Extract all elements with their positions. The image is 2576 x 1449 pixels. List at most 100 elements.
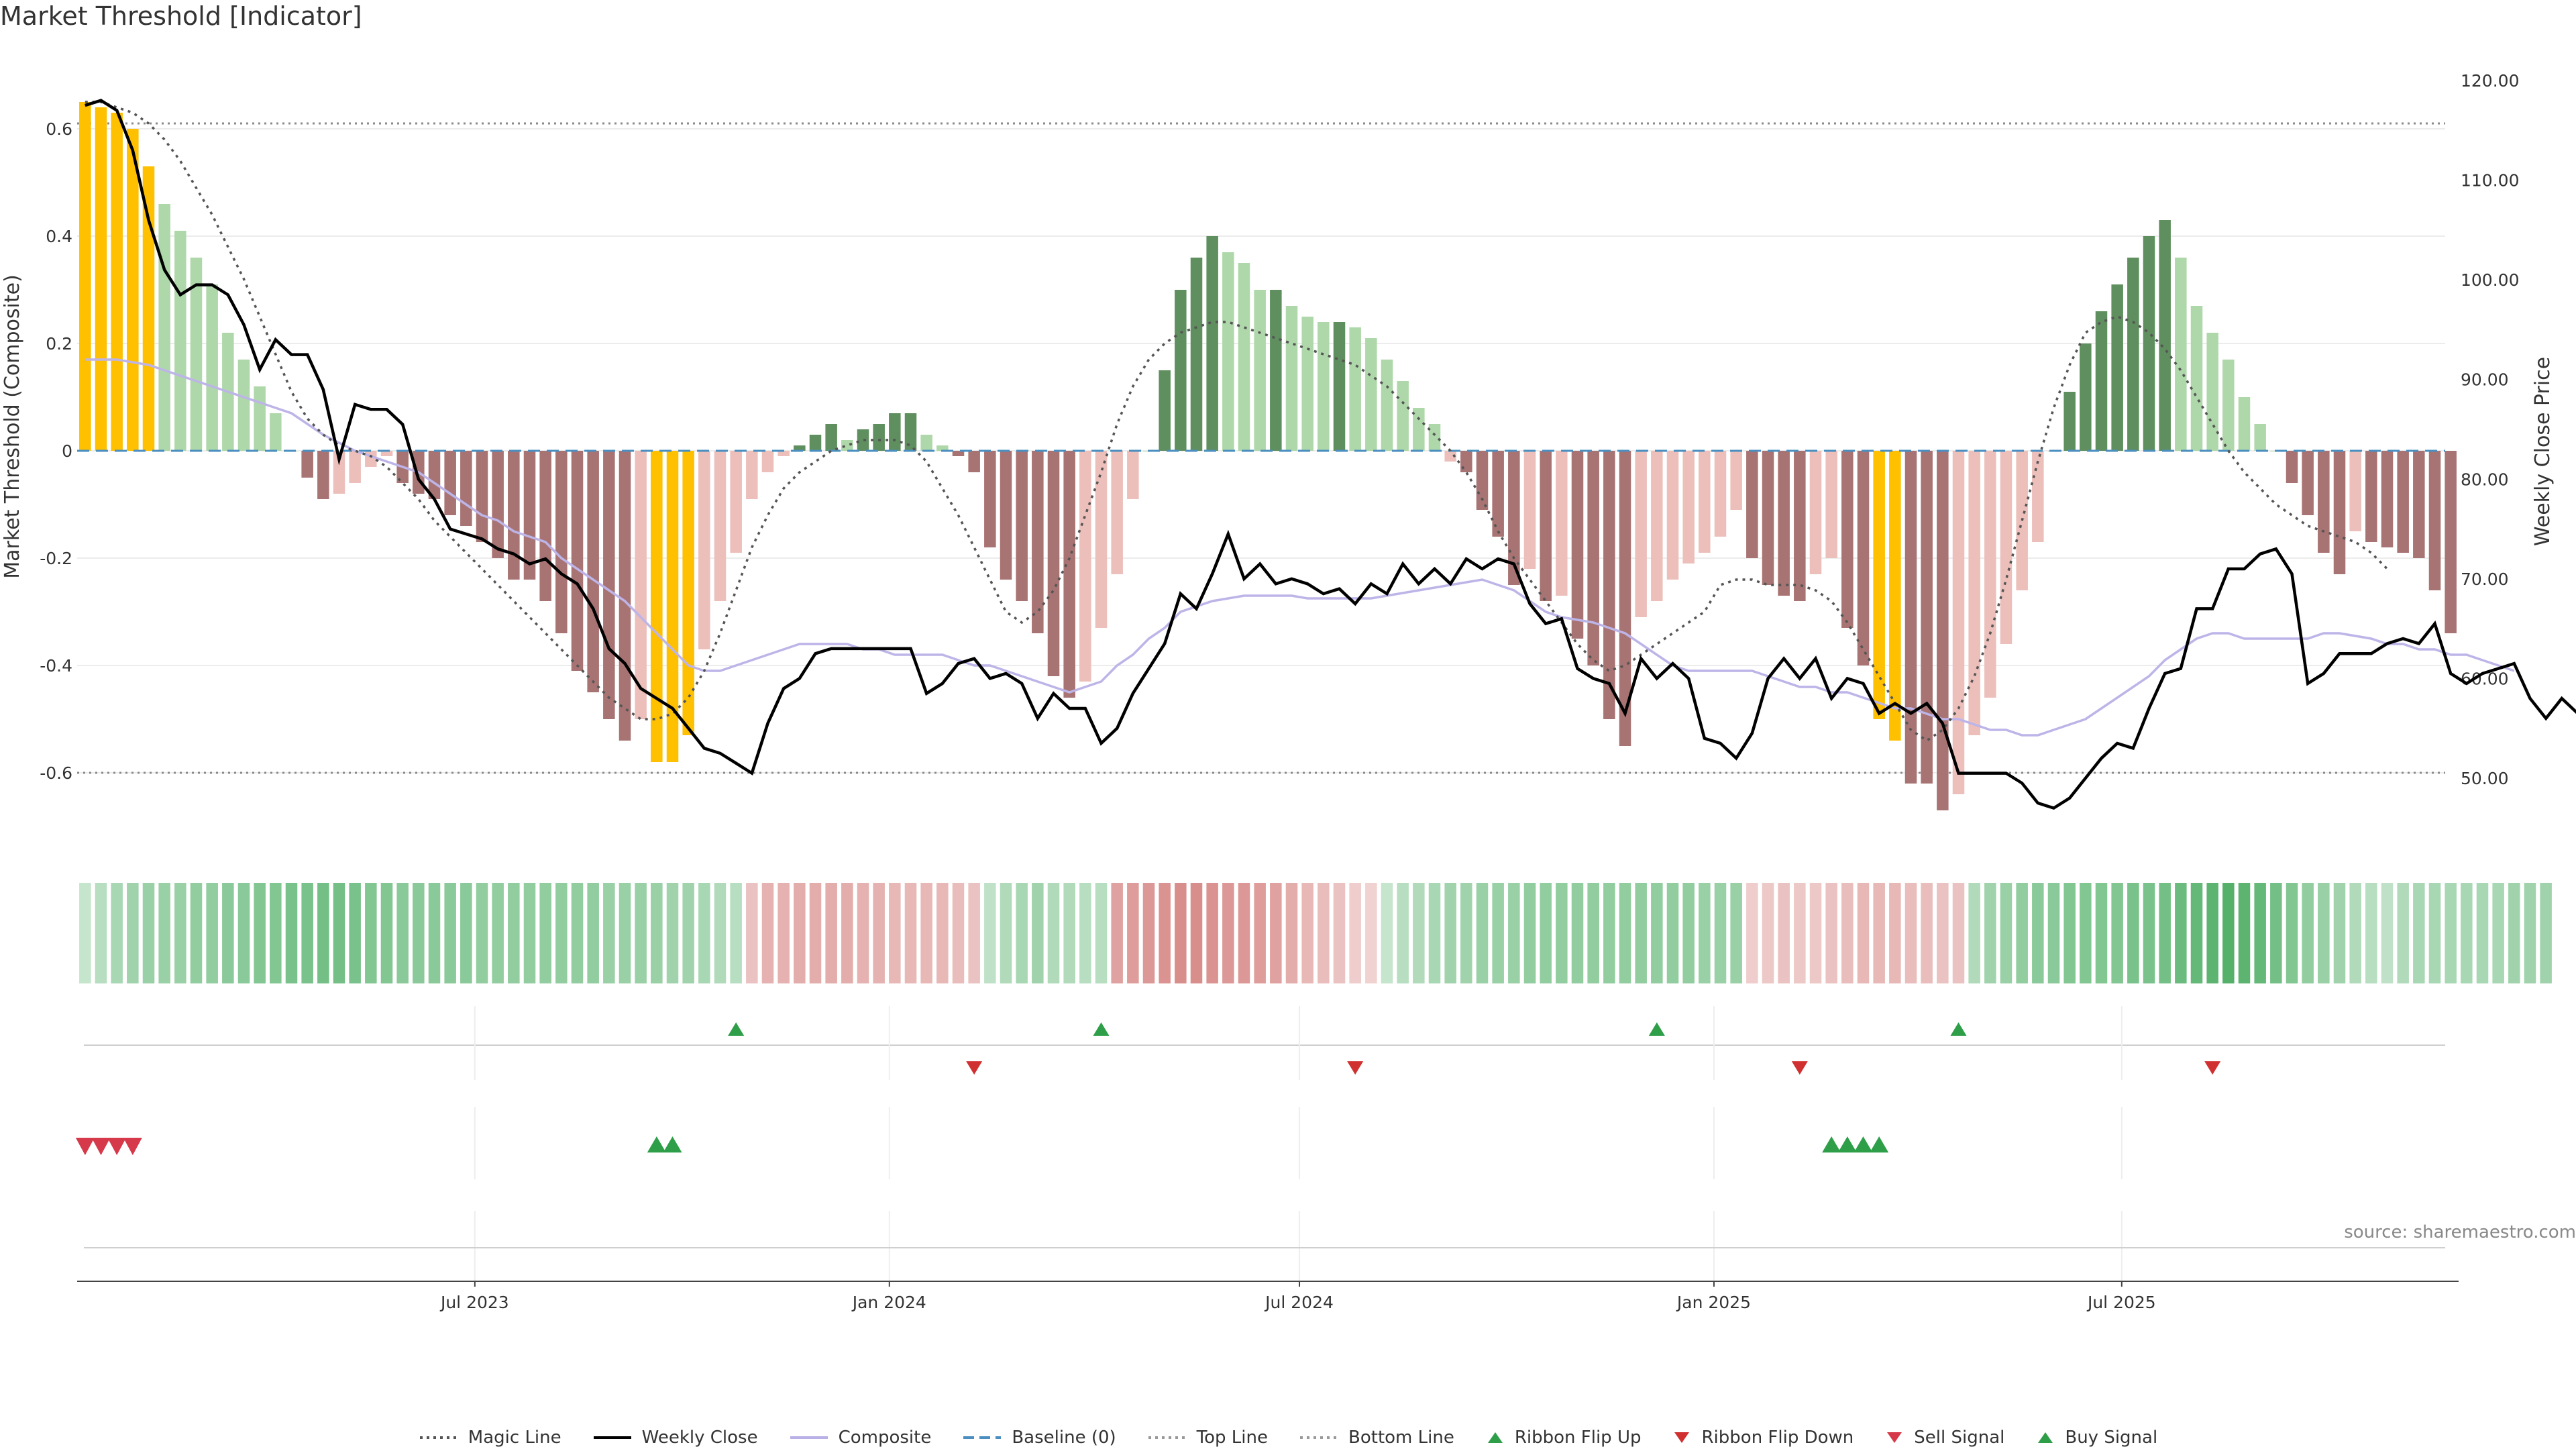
buy-signal-marker <box>1854 1136 1873 1152</box>
composite-bar <box>1619 451 1631 746</box>
composite-bar <box>237 360 250 451</box>
ribbon-cell <box>1047 883 1060 983</box>
composite-bar <box>1016 451 1028 601</box>
right-tick-label: 80.00 <box>2461 470 2509 489</box>
ribbon-cell <box>1079 883 1091 983</box>
legend-label: Baseline (0) <box>1012 1428 1116 1448</box>
composite-bar <box>1301 317 1313 451</box>
ribbon-cell <box>2476 883 2489 983</box>
ribbon-cell <box>317 883 329 983</box>
composite-bar <box>142 166 155 451</box>
composite-line <box>85 358 2515 737</box>
composite-bar <box>380 451 393 456</box>
ribbon-cell <box>444 883 456 983</box>
ribbon-panel <box>79 883 2552 983</box>
composite-bar <box>968 451 980 472</box>
composite-bar <box>2095 311 2108 451</box>
ribbon-cell <box>2190 883 2203 983</box>
ribbon-cell <box>1619 883 1631 983</box>
ribbon-flip-up-marker <box>1093 1022 1110 1036</box>
ribbon-cell <box>1730 883 1742 983</box>
ribbon-cell <box>651 883 663 983</box>
composite-bar <box>794 445 806 451</box>
composite-bar <box>1714 451 1727 537</box>
composite-bar <box>1476 451 1489 510</box>
composite-bar <box>2413 451 2425 558</box>
ribbon-cell <box>857 883 869 983</box>
composite-bar <box>1175 290 1187 451</box>
ribbon-cell <box>2428 883 2441 983</box>
ribbon-cell <box>2286 883 2298 983</box>
composite-bar <box>904 413 917 451</box>
chart-title: Market Threshold [Indicator] <box>0 1 362 31</box>
ribbon-flip-down-marker <box>1347 1061 1364 1075</box>
composite-bar <box>825 424 837 451</box>
composite-bar <box>2000 451 2012 644</box>
composite-bar <box>1873 451 1885 719</box>
composite-bar <box>1682 451 1695 564</box>
legend-triangle <box>1487 1432 1503 1443</box>
legend-item: Bottom Line <box>1299 1428 1454 1448</box>
ribbon-cell <box>2175 883 2187 983</box>
legend-item: Magic Line <box>419 1428 561 1448</box>
composite-bar <box>1968 451 1980 735</box>
composite-bar <box>682 451 694 735</box>
sell-signal-marker <box>75 1138 95 1155</box>
composite-bar <box>2222 360 2235 451</box>
composite-bar <box>539 451 551 601</box>
right-tick-label: 90.00 <box>2461 370 2509 390</box>
buy-signal-marker <box>1870 1136 1889 1152</box>
source-note: source: sharemaestro.com <box>2344 1222 2576 1242</box>
composite-bar <box>1952 451 1965 794</box>
composite-bar <box>2349 451 2361 531</box>
ribbon-cell <box>2349 883 2361 983</box>
ribbon-cell <box>2080 883 2092 983</box>
ribbon-cell <box>111 883 123 983</box>
composite-bar <box>1397 381 1409 451</box>
ribbon-cell <box>777 883 790 983</box>
ribbon-cell <box>571 883 584 983</box>
legend-item: Ribbon Flip Down <box>1672 1428 1854 1448</box>
sell-signal-marker <box>123 1138 142 1155</box>
composite-bar <box>2190 306 2203 451</box>
composite-bar <box>1984 451 1996 698</box>
composite-bar <box>1904 451 1917 784</box>
legend-swatch <box>593 1436 631 1439</box>
signal-panel <box>75 1107 2123 1179</box>
composite-bar <box>2063 392 2076 451</box>
composite-bar <box>95 107 107 451</box>
composite-bar <box>1635 451 1647 617</box>
composite-bar <box>127 129 139 451</box>
composite-bar <box>206 284 218 451</box>
ribbon-cell <box>1682 883 1695 983</box>
left-tick-label: 0.2 <box>46 334 72 354</box>
ribbon-cell <box>1492 883 1504 983</box>
composite-bar <box>190 258 203 451</box>
ribbon-cell <box>1523 883 1536 983</box>
ribbon-cell <box>1666 883 1679 983</box>
ribbon-cell <box>2508 883 2520 983</box>
ribbon-cell <box>142 883 155 983</box>
sell-signal-marker <box>107 1138 127 1155</box>
legend-triangle <box>1887 1432 1902 1443</box>
composite-bar <box>2159 220 2171 451</box>
composite-bar <box>1032 451 1044 633</box>
ribbon-cell <box>79 883 91 983</box>
ribbon-cell <box>1365 883 1377 983</box>
legend-label: Weekly Close <box>641 1428 758 1448</box>
legend-triangle <box>2038 1432 2053 1443</box>
ribbon-flip-up-marker <box>1648 1022 1665 1036</box>
ribbon-cell <box>1428 883 1441 983</box>
ribbon-cell <box>1635 883 1647 983</box>
ribbon-cell <box>2461 883 2473 983</box>
composite-bar <box>1111 451 1123 574</box>
ribbon-cell <box>952 883 965 983</box>
composite-bar <box>254 386 266 451</box>
ribbon-flip-up-marker <box>1950 1022 1967 1036</box>
composite-bar <box>777 451 790 456</box>
ribbon-cell <box>1825 883 1837 983</box>
composite-bar <box>761 451 774 472</box>
composite-bar <box>1841 451 1854 628</box>
composite-bar <box>984 451 996 547</box>
composite-bar <box>333 451 345 494</box>
